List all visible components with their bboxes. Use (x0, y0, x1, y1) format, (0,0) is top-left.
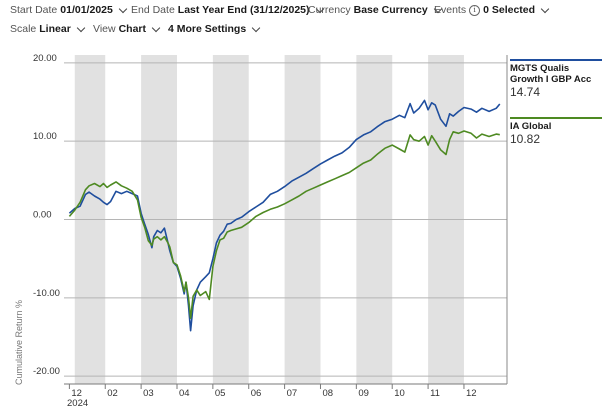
x-tick-label-2: 03 (143, 388, 154, 399)
horizontal-gridlines (64, 62, 507, 385)
series-lines (68, 99, 501, 332)
x-tick-label-5: 06 (251, 388, 262, 399)
x-tick-label-6: 07 (287, 388, 298, 399)
x-axis-tick-labels: 12 02 03 04 05 06 07 08 09 10 11 12 (68, 384, 477, 399)
x-axis-year-label: 2024 (67, 398, 88, 409)
x-tick-label-11: 12 (466, 388, 477, 399)
more-settings-dropdown[interactable]: 4 More Settings (168, 23, 262, 35)
y-tick-label-3: -10.00 (33, 288, 60, 299)
y-tick-label-1: 10.00 (33, 131, 57, 142)
currency-value: Base Currency (353, 4, 428, 16)
x-tick-label-4: 05 (215, 388, 226, 399)
series-line-0 (68, 99, 501, 332)
legend-series-2-name: IA Global (510, 121, 552, 132)
events-label: Events (434, 4, 467, 16)
scale-value: Linear (39, 23, 71, 35)
x-tick-label-0: 12 (71, 388, 82, 399)
x-tick-label-1: 02 (107, 388, 118, 399)
scale-label: Scale (10, 23, 37, 35)
y-tick-label-2: 0.00 (33, 210, 52, 221)
start-date-label: Start Date (10, 4, 58, 16)
y-axis-label: Cumulative Return % (14, 300, 24, 385)
series-line-1 (68, 130, 500, 319)
y-tick-label-0: 20.00 (33, 53, 57, 64)
info-icon[interactable]: i (469, 4, 481, 16)
start-date-dropdown[interactable]: Start Date 01/01/2025 (10, 4, 129, 16)
end-date-dropdown[interactable]: End Date Last Year End (31/12/2025) (131, 4, 326, 16)
x-tick-label-8: 09 (358, 388, 369, 399)
legend-item-mgts[interactable]: MGTS Qualis Growth I GBP Acc 14.74 (510, 59, 602, 99)
legend-series-2-value: 10.82 (510, 132, 541, 146)
currency-label: Currency (308, 4, 351, 16)
scale-dropdown[interactable]: Scale Linear (10, 23, 87, 35)
x-tick-label-7: 08 (322, 388, 333, 399)
events-dropdown[interactable]: Events i 0 Selected (434, 4, 551, 16)
events-value: 0 Selected (483, 4, 536, 16)
y-tick-label-4: -20.00 (33, 366, 60, 377)
legend-series-1-name: MGTS Qualis Growth I GBP Acc (510, 63, 592, 85)
view-value: Chart (118, 23, 146, 35)
start-date-value: 01/01/2025 (60, 4, 113, 16)
x-tick-label-3: 04 (179, 388, 190, 399)
end-date-label: End Date (131, 4, 175, 16)
view-dropdown[interactable]: View Chart (93, 23, 162, 35)
end-date-value: Last Year End (31/12/2025) (177, 4, 310, 16)
currency-dropdown[interactable]: Currency Base Currency (308, 4, 444, 16)
legend-item-ia-global[interactable]: IA Global 10.82 (510, 117, 602, 146)
x-tick-label-9: 10 (394, 388, 405, 399)
y-axis-tick-labels: 20.00 10.00 0.00 -10.00 -20.00 (33, 53, 60, 377)
legend-series-1-value: 14.74 (510, 85, 541, 99)
x-tick-label-10: 11 (430, 388, 440, 399)
view-label: View (93, 23, 116, 35)
more-settings-label: 4 More Settings (168, 23, 247, 35)
